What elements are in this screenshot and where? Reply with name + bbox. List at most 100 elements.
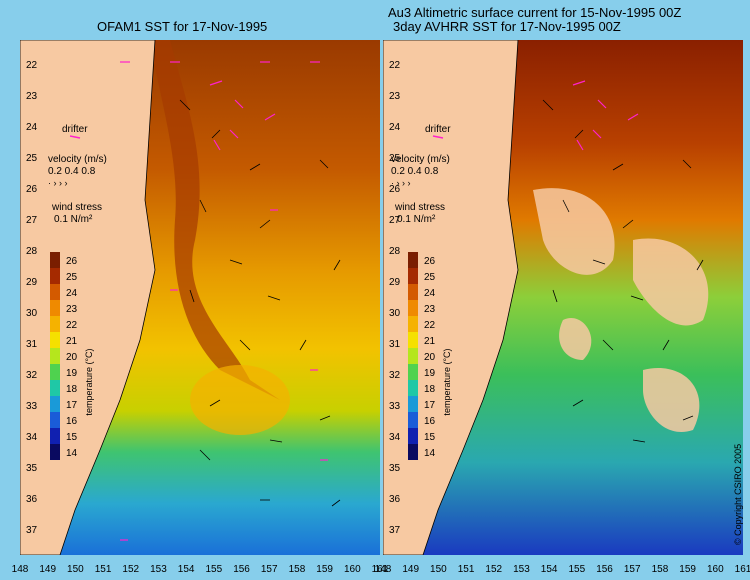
lon-label: 159 — [316, 564, 333, 575]
map-legend: drifter velocity (m/s) 0.2 0.4 0.8 · › ›… — [48, 124, 107, 225]
colorbar-swatch — [50, 444, 60, 460]
lat-label: 35 — [389, 463, 401, 474]
lon-label: 154 — [541, 564, 558, 575]
right-map-canvas: 22 23 24 25 26 27 28 29 30 31 32 33 34 3… — [383, 40, 743, 555]
colorbar-swatch — [50, 284, 60, 300]
colorbar-tick: 22 — [424, 320, 436, 331]
colorbar-tick: 15 — [424, 432, 436, 443]
velocity-label: velocity (m/s) — [391, 154, 450, 165]
colorbar-swatch — [50, 332, 60, 348]
lat-label: 31 — [26, 339, 38, 350]
lon-label: 155 — [569, 564, 586, 575]
colorbar-swatch — [50, 364, 60, 380]
latitude-axis: 22 23 24 25 26 27 28 29 30 31 32 33 34 3… — [26, 60, 38, 536]
lon-label: 150 — [67, 564, 84, 575]
wind-scale: 0.1 N/m² — [54, 214, 93, 225]
lon-label: 157 — [261, 564, 278, 575]
lon-label: 152 — [122, 564, 139, 575]
lon-label: 160 — [707, 564, 724, 575]
colorbar-swatch — [50, 252, 60, 268]
colorbar-tick: 17 — [66, 400, 78, 411]
colorbar-tick: 24 — [424, 288, 436, 299]
colorbar-tick: 23 — [66, 304, 78, 315]
lon-label: 148 — [375, 564, 392, 575]
wind-stress-vectors — [120, 61, 328, 541]
lon-label: 151 — [95, 564, 112, 575]
lat-label: 26 — [26, 184, 38, 195]
velocity-label: velocity (m/s) — [48, 154, 107, 165]
lat-label: 22 — [26, 60, 38, 71]
colorbar-swatch — [408, 444, 418, 460]
colorbar-swatch — [50, 268, 60, 284]
colorbar-title: temperature (°C) — [84, 348, 94, 415]
lat-label: 33 — [389, 401, 401, 412]
colorbar-tick: 26 — [424, 256, 436, 267]
colorbar-tick: 17 — [424, 400, 436, 411]
lat-label: 23 — [26, 91, 38, 102]
lon-label: 148 — [12, 564, 29, 575]
colorbar-swatch — [408, 428, 418, 444]
lon-label: 149 — [39, 564, 56, 575]
lat-label: 25 — [26, 153, 38, 164]
lat-label: 27 — [26, 215, 38, 226]
lon-label: 152 — [485, 564, 502, 575]
lat-label: 35 — [26, 463, 38, 474]
lat-label: 23 — [389, 91, 401, 102]
lat-label: 33 — [26, 401, 38, 412]
lon-label: 151 — [458, 564, 475, 575]
colorbar: 26 25 24 23 22 21 20 19 18 17 16 15 14 temperature (°… — [50, 252, 94, 460]
colorbar-tick: 16 — [66, 416, 78, 427]
colorbar-tick: 18 — [66, 384, 78, 395]
map-legend: drifter velocity (m/s) 0.2 0.4 0.8 · › ›… — [391, 124, 451, 225]
velocity-vectors — [179, 99, 341, 507]
colorbar-title: temperature (°C) — [442, 348, 452, 415]
lat-label: 32 — [389, 370, 401, 381]
colorbar-swatch — [408, 364, 418, 380]
lon-label: 158 — [652, 564, 669, 575]
warm-eddy — [190, 365, 290, 435]
lat-label: 36 — [389, 494, 401, 505]
lat-label: 26 — [389, 184, 401, 195]
colorbar-tick: 14 — [66, 448, 78, 459]
velocity-vectors — [542, 99, 704, 443]
velocity-arrows: · › › › — [391, 178, 411, 188]
lat-label: 24 — [26, 122, 38, 133]
lon-label: 156 — [233, 564, 250, 575]
lat-label: 37 — [26, 525, 38, 536]
latitude-axis: 22 23 24 25 26 27 28 29 30 31 32 33 34 3… — [389, 60, 401, 536]
wind-label: wind stress — [394, 202, 445, 213]
lon-label: 157 — [624, 564, 641, 575]
colorbar-swatch — [408, 412, 418, 428]
colorbar-tick: 24 — [66, 288, 78, 299]
colorbar-tick: 20 — [424, 352, 436, 363]
colorbar-tick: 26 — [66, 256, 78, 267]
colorbar-swatch — [408, 316, 418, 332]
lat-label: 34 — [389, 432, 401, 443]
velocity-scale: 0.2 0.4 0.8 — [391, 166, 439, 177]
colorbar: 26 25 24 23 22 21 20 19 18 17 16 15 14 temperature (°… — [408, 252, 452, 460]
left-map-title: OFAM1 SST for 17-Nov-1995 — [97, 19, 268, 34]
lon-label: 160 — [344, 564, 361, 575]
lat-label: 30 — [26, 308, 38, 319]
colorbar-tick: 16 — [424, 416, 436, 427]
lat-label: 28 — [389, 246, 401, 257]
colorbar-swatch — [408, 252, 418, 268]
colorbar-tick: 22 — [66, 320, 78, 331]
colorbar-tick: 18 — [424, 384, 436, 395]
colorbar-swatch — [50, 380, 60, 396]
lat-label: 32 — [26, 370, 38, 381]
colorbar-tick: 21 — [424, 336, 436, 347]
lon-label: 153 — [150, 564, 167, 575]
lon-label: 153 — [513, 564, 530, 575]
colorbar-tick: 15 — [66, 432, 78, 443]
lat-label: 28 — [26, 246, 38, 257]
lat-label: 34 — [26, 432, 38, 443]
lon-label: 161 — [735, 564, 750, 575]
velocity-arrows: · › › › — [48, 178, 68, 188]
lat-label: 29 — [389, 277, 401, 288]
colorbar-swatch — [408, 284, 418, 300]
lat-label: 25 — [389, 153, 401, 164]
lon-label: 154 — [178, 564, 195, 575]
colorbar-tick: 14 — [424, 448, 436, 459]
longitude-axis: 148 149 150 151 152 153 154 155 156 157 158 159 160 1… — [12, 564, 750, 575]
